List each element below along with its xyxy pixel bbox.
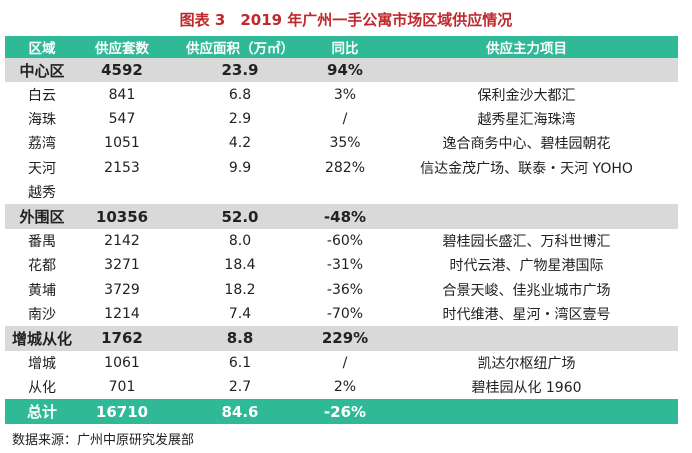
table-cell: 841 [108, 86, 136, 103]
table-cell: / [342, 110, 348, 127]
table-cell: -48% [315, 204, 375, 229]
table-cell: 282% [324, 159, 366, 176]
table-row: 番禺 2142 8.0 -60% 碧桂园长盛汇、万科世博汇 [5, 229, 678, 253]
table-cell: / [342, 354, 348, 371]
table-cell: 16710 [79, 399, 165, 424]
table-row: 从化 701 2.7 2% 碧桂园从化 1960 [5, 375, 678, 399]
table-cell: 番禺 [28, 233, 56, 250]
table-cell: 2.7 [228, 379, 252, 396]
table-cell: 84.6 [165, 399, 315, 424]
table-row: 黄埔 3729 18.2 -36% 合景天峻、佳兆业城市广场 [5, 278, 678, 302]
table-cell: 547 [108, 110, 136, 127]
table-cell: 2% [333, 379, 357, 396]
group-row: 中心区 4592 23.9 94% [5, 58, 678, 83]
table-cell [375, 326, 678, 351]
table-cell: 7.4 [228, 306, 252, 323]
table-cell: 8.0 [228, 232, 252, 249]
table-cell: 花都 [28, 258, 56, 275]
table-cell: -31% [326, 257, 364, 274]
supply-table: 区域 供应套数 供应面积（万㎡） 同比 供应主力项目 中心区 4592 23.9 94… [5, 36, 678, 424]
table-cell [165, 180, 315, 204]
table-cell: 1762 [79, 326, 165, 351]
header-cell: 供应主力项目 [375, 36, 678, 58]
header-cell: 供应面积（万㎡） [165, 36, 315, 58]
table-cell [79, 180, 165, 204]
table-cell: 总计 [5, 399, 79, 424]
table-cell: 中心区 [5, 58, 79, 83]
table-cell: 凯达尔枢纽广场 [477, 355, 576, 372]
table-cell: 白云 [28, 87, 56, 104]
table-cell: 94% [315, 58, 375, 83]
table-row: 增城 1061 6.1 / 凯达尔枢纽广场 [5, 351, 678, 375]
table-cell: 701 [108, 379, 136, 396]
table-cell: 52.0 [165, 204, 315, 229]
table-cell: 逸合商务中心、碧桂园朝花 [442, 136, 611, 153]
total-row: 总计 16710 84.6 -26% [5, 399, 678, 424]
table-row: 海珠 547 2.9 / 越秀星汇海珠湾 [5, 107, 678, 131]
header-cell: 区域 [5, 36, 79, 58]
table-cell: -70% [326, 306, 364, 323]
table-cell: 天河 [28, 160, 56, 177]
table-cell: 3% [333, 86, 357, 103]
table-cell: 6.8 [228, 86, 252, 103]
table-cell: 2142 [104, 232, 140, 249]
table-cell: 6.1 [228, 354, 252, 371]
table-cell: 10356 [79, 204, 165, 229]
table-cell [375, 399, 678, 424]
table-cell: 1061 [104, 354, 140, 371]
table-cell: -60% [326, 232, 364, 249]
header-row: 区域 供应套数 供应面积（万㎡） 同比 供应主力项目 [5, 36, 678, 58]
table-row: 天河 2153 9.9 282% 信达金茂广场、联泰・天河 YOHO [5, 156, 678, 180]
table-row: 白云 841 6.8 3% 保利金沙大都汇 [5, 82, 678, 106]
table-cell: 9.9 [228, 159, 252, 176]
table-cell: 合景天峻、佳兆业城市广场 [442, 282, 611, 299]
table-cell: 增城 [28, 355, 56, 372]
table-cell: 1214 [104, 306, 140, 323]
table-row: 荔湾 1051 4.2 35% 逸合商务中心、碧桂园朝花 [5, 131, 678, 155]
header-cell: 供应套数 [79, 36, 165, 58]
table-cell: 3729 [104, 281, 140, 298]
table-cell: 南沙 [28, 307, 56, 324]
table-row: 南沙 1214 7.4 -70% 时代维港、星河・湾区壹号 [5, 302, 678, 326]
table-cell: 增城从化 [5, 326, 79, 351]
group-row: 增城从化 1762 8.8 229% [5, 326, 678, 351]
table-cell: 荔湾 [28, 136, 56, 153]
table-cell: 229% [315, 326, 375, 351]
table-cell: 18.2 [224, 281, 256, 298]
source-note: 数据来源：广州中原研究发展部 [12, 433, 195, 448]
table-cell: 外围区 [5, 204, 79, 229]
table-cell: 海珠 [28, 111, 56, 128]
table-cell: 碧桂园长盛汇、万科世博汇 [442, 233, 611, 250]
table-cell: 时代维港、星河・湾区壹号 [442, 307, 611, 324]
table-cell: 越秀星汇海珠湾 [477, 111, 576, 128]
table-cell: 18.4 [224, 257, 256, 274]
table-cell: 2153 [104, 159, 140, 176]
table-cell: 黄埔 [28, 282, 56, 299]
table-cell: 时代云港、广物星港国际 [449, 258, 604, 275]
table-title: 图表 3 2019 年广州一手公寓市场区域供应情况 [179, 11, 513, 29]
table-cell: 保利金沙大都汇 [477, 87, 576, 104]
table-cell [315, 180, 375, 204]
table-cell: -26% [315, 399, 375, 424]
table-cell: 从化 [28, 380, 56, 397]
table-cell: 2.9 [228, 110, 252, 127]
table-cell: 1051 [104, 135, 140, 152]
table-cell: 4592 [79, 58, 165, 83]
table-row: 越秀 [5, 180, 678, 204]
group-row: 外围区 10356 52.0 -48% [5, 204, 678, 229]
table-cell [375, 58, 678, 83]
table-cell: 23.9 [165, 58, 315, 83]
table-row: 花都 3271 18.4 -31% 时代云港、广物星港国际 [5, 253, 678, 277]
table-cell: 35% [329, 135, 361, 152]
table-cell [375, 204, 678, 229]
table-cell: 碧桂园从化 1960 [471, 380, 582, 397]
table-cell: -36% [326, 281, 364, 298]
table-cell: 8.8 [165, 326, 315, 351]
table-cell [375, 180, 678, 204]
table-cell: 3271 [104, 257, 140, 274]
table-cell: 信达金茂广场、联泰・天河 YOHO [420, 160, 633, 177]
header-cell: 同比 [315, 36, 375, 58]
table-cell: 4.2 [228, 135, 252, 152]
table-cell: 越秀 [28, 185, 56, 202]
